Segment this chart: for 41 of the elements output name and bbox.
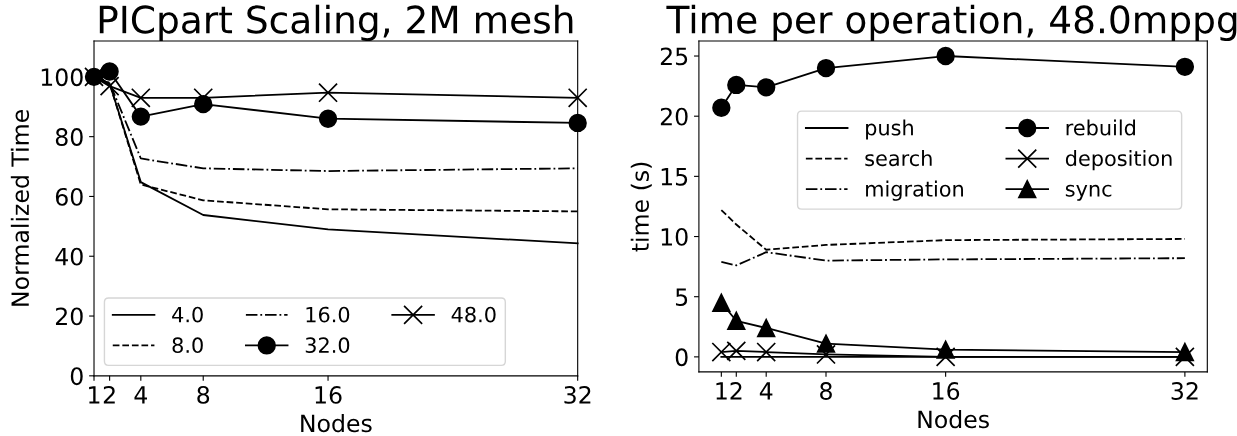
y-axis-title: time (s) [630,162,652,252]
x-tick-label: 1 [716,382,727,400]
legend-label: rebuild [1066,119,1135,136]
x-tick-label: 8 [820,382,832,400]
y-tick-label: 80 [55,128,83,146]
y-tick-label: 25 [660,47,688,66]
x-tick-label: 16 [933,382,960,400]
y-tick-label: 0 [70,367,83,386]
legend-label: deposition [1065,150,1172,171]
x-tick-label: 16 [315,385,342,404]
legend-label: 48.0 [451,306,496,323]
x-axis-title: Nodes [918,410,989,429]
x-tick-label: 4 [759,382,773,400]
y-tick-label: 20 [55,307,83,326]
legend-label: search [865,150,932,167]
x-tick-label: 2 [103,385,115,404]
x-axis-title: Nodes [301,413,372,433]
x-tick-label: 1 [89,386,100,404]
y-tick-label: 5 [675,288,688,306]
chart-title: Time per operation, 48.0mppg [666,4,1237,41]
legend-label: migration [866,180,963,201]
x-tick-label: 32 [564,385,591,404]
legend-label: 16.0 [306,306,350,323]
legend-label: sync [1065,184,1112,201]
y-tick-label: 20 [660,107,688,126]
x-tick-label: 8 [197,385,210,404]
legend-label: push [866,119,913,140]
legend-label: 32.0 [305,337,350,354]
legend-label: 8.0 [172,337,203,354]
x-tick-label: 32 [1171,382,1198,400]
y-axis-title: Normalized Time [10,110,30,306]
y-tick-label: 10 [661,227,688,246]
y-tick-label: 0 [675,348,688,367]
y-tick-label: 100 [41,68,83,87]
legend-label: 4.0 [172,306,203,323]
x-tick-label: 4 [134,386,148,404]
y-tick-label: 60 [55,187,83,206]
chart-title: PICpart Scaling, 2M mesh [99,4,573,41]
y-tick-label: 40 [55,247,83,266]
x-tick-label: 2 [730,382,742,400]
y-tick-label: 15 [661,168,688,186]
